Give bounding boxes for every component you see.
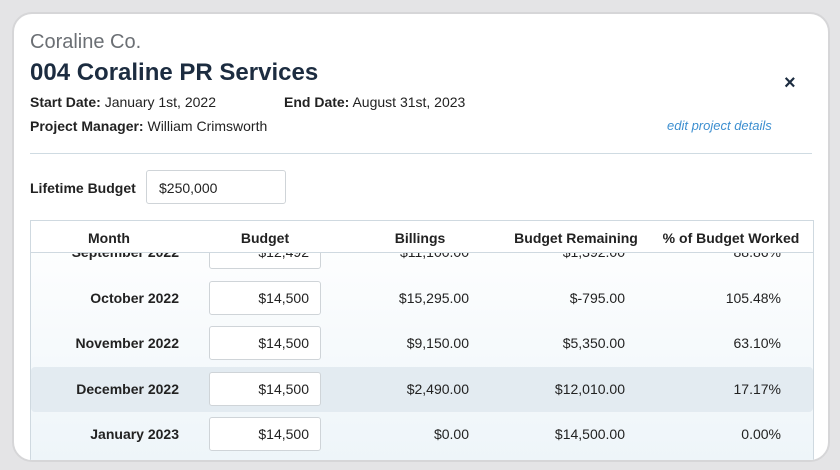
table-row: September 2022 $12,492 $11,100.00 $1,392.00… [31, 253, 813, 275]
table-cell: $14,500.00 [554, 426, 625, 442]
table-cell: $15,295.00 [398, 289, 469, 306]
start-value: January 1st, 2022 [104, 94, 216, 110]
close-button[interactable]: × [784, 72, 796, 94]
end-label: End Date: [284, 94, 350, 110]
project-modal: Coraline Co. 004 Coraline PR Services × … [12, 12, 830, 462]
table-cell: $14,500 [258, 380, 309, 397]
table-cell: $1,392.00 [563, 253, 625, 260]
budget-cell-input[interactable] [209, 253, 321, 269]
table-cell: $2,490.00 [406, 380, 469, 397]
table-row: October 2022 $14,500 $15,295.00 $-795.00 105… [31, 276, 813, 321]
column-header: Budget [240, 230, 290, 246]
table-cell: 63.10% [733, 335, 781, 351]
table-row: December 2022 $14,500 $2,490.00 $12,010.00 1… [31, 366, 813, 412]
table-cell: $0.00 [433, 426, 469, 442]
table-cell: 88.86% [734, 253, 781, 260]
table-cell: January 2023 [90, 426, 179, 442]
budget-cell-input[interactable] [209, 326, 321, 360]
table-cell: $12,010.00 [554, 380, 625, 397]
table-header: Month Budget Billings Budget Remaining % of … [31, 221, 813, 253]
column-header: % of Budget Worked [662, 230, 800, 246]
end-value: August 31st, 2023 [352, 94, 466, 110]
manager-value: William Crimsworth [147, 118, 268, 134]
budget-input[interactable]: $250,000 [146, 170, 286, 204]
company-name: Coraline Co. [30, 31, 142, 53]
table-cell: 17.17% [733, 380, 781, 397]
table-row: January 2023 $14,500 $0.00 $14,500.00 0.00% [31, 412, 813, 457]
manager-label: Project Manager: [30, 118, 144, 134]
table-cell: $-795.00 [569, 289, 625, 306]
table-cell: 0.00% [741, 426, 781, 442]
table-cell: December 2022 [76, 380, 179, 397]
budget-label: Lifetime Budget [30, 180, 136, 196]
table-row: November 2022 $14,500 $9,150.00 $5,350.00 63… [31, 321, 813, 366]
table-cell: October 2022 [90, 289, 179, 306]
column-header: Billings [394, 230, 446, 246]
divider [30, 153, 812, 154]
table-cell: $14,500 [258, 289, 309, 306]
table-cell: $5,350.00 [562, 335, 625, 351]
start-date: Start Date: January 1st, 2022 [30, 94, 216, 110]
table-cell: $9,150.00 [406, 335, 469, 351]
edit-link[interactable]: edit project details [667, 118, 772, 133]
end-date: End Date: August 31st, 2023 [284, 94, 465, 110]
column-header: Budget Remaining [514, 230, 638, 246]
start-label: Start Date: [30, 94, 101, 110]
table-cell: September 2022 [72, 253, 179, 260]
table-cell: 105.48% [725, 289, 781, 306]
table-body: September 2022 $12,492 $11,100.00 $1,392.00… [31, 253, 813, 460]
budget-table: Month Budget Billings Budget Remaining % of … [30, 220, 814, 460]
table-cell: $12,492 [258, 253, 309, 260]
budget-cell-input[interactable] [209, 417, 321, 451]
table-cell: $14,500 [258, 335, 309, 351]
budget-cell-input[interactable] [209, 371, 321, 406]
project-title: 004 Coraline PR Services [30, 59, 319, 86]
table-cell: $11,100.00 [400, 253, 469, 260]
table-cell: November 2022 [75, 335, 179, 351]
budget-cell-input[interactable] [209, 280, 321, 315]
project-manager: Project Manager: William Crimsworth [30, 118, 267, 134]
table-cell: $14,500 [258, 426, 309, 442]
column-header: Month [88, 230, 130, 246]
